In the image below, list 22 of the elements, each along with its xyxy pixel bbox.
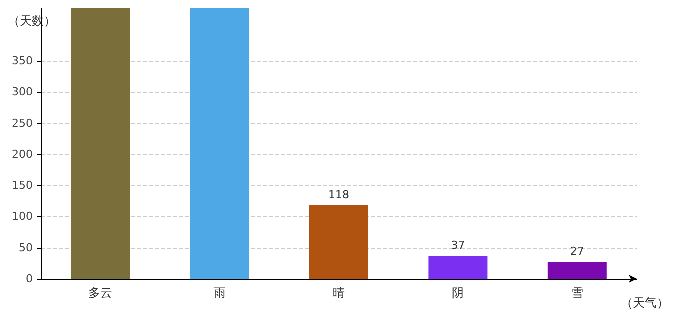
data-label: 118 [328,188,350,202]
data-label: 27 [570,245,584,258]
y-tick-label: 100 [12,210,33,224]
x-tick-label: 雪 [571,286,584,300]
x-tick-label: 阴 [452,286,464,300]
bar [428,256,488,279]
data-label: 37 [451,238,466,252]
x-tick-label: 晴 [333,286,345,300]
y-tick-label: 150 [12,179,33,192]
y-tick-label: 350 [12,54,33,68]
bar [190,8,250,279]
y-tick-label: 50 [19,241,33,254]
y-tick-label: 0 [26,272,33,286]
x-axis-title: （天气） [621,296,669,310]
y-tick-label: 300 [12,86,33,99]
x-tick-label: 雨 [214,286,226,300]
bar [310,205,368,279]
bar [71,8,130,279]
bar [548,262,607,279]
x-tick-label: 多云 [88,286,113,300]
y-tick-label: 200 [12,148,33,161]
y-tick-label: 250 [12,116,33,130]
